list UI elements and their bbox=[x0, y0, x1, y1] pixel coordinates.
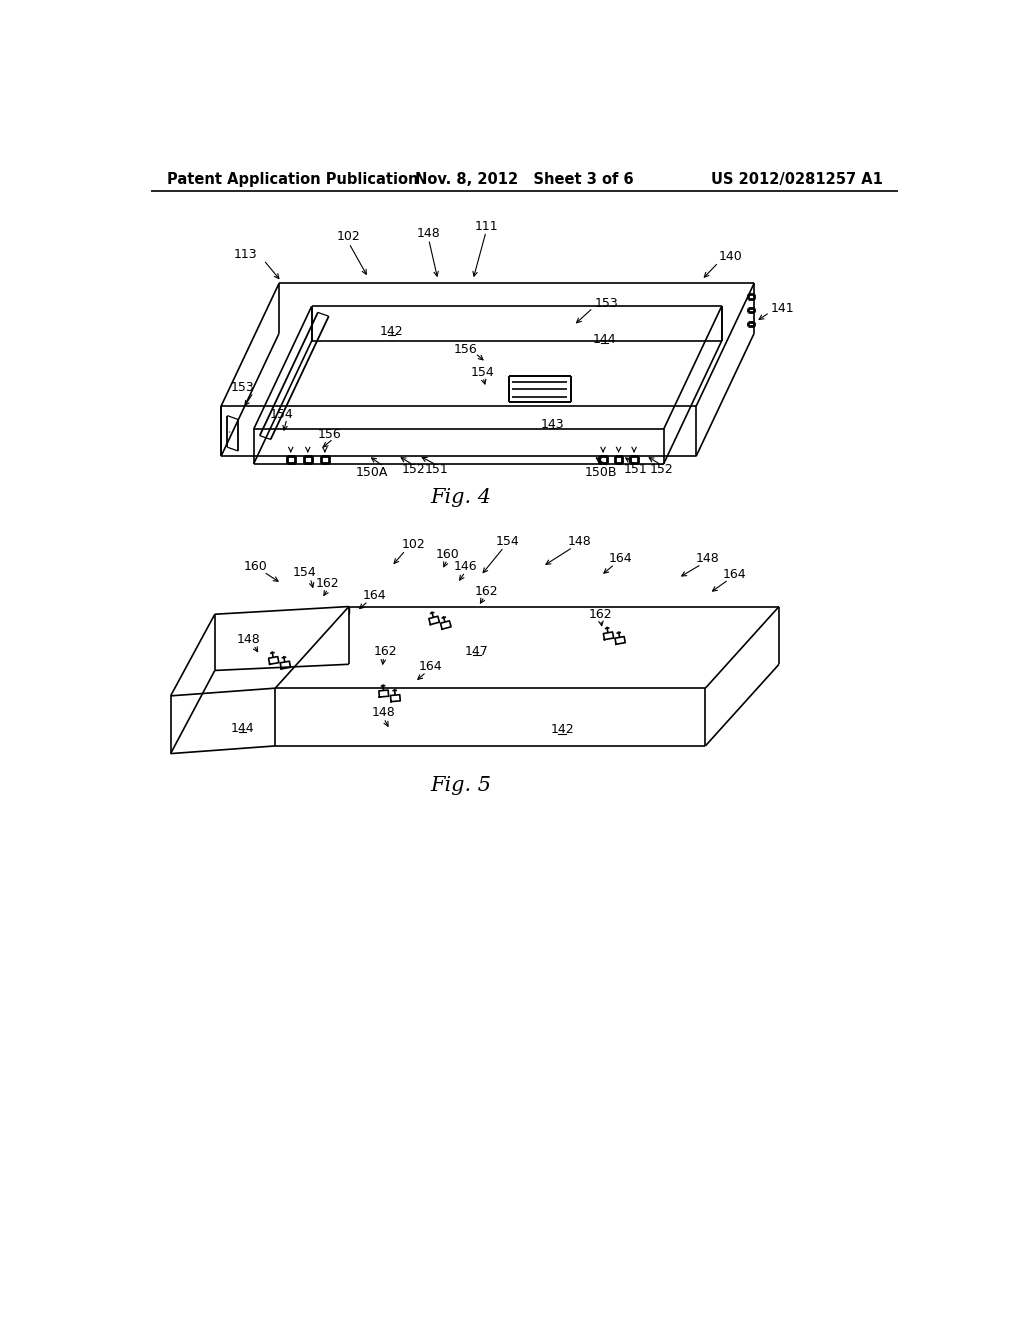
Text: 164: 164 bbox=[608, 552, 632, 565]
Text: 152: 152 bbox=[401, 463, 425, 477]
Text: 150B: 150B bbox=[585, 466, 617, 479]
Text: 147: 147 bbox=[465, 644, 488, 657]
Text: 111: 111 bbox=[474, 219, 498, 232]
Text: Patent Application Publication: Patent Application Publication bbox=[167, 173, 418, 187]
Text: 141: 141 bbox=[771, 302, 795, 315]
Text: 153: 153 bbox=[230, 381, 255, 395]
Text: 162: 162 bbox=[474, 585, 498, 598]
Text: 160: 160 bbox=[435, 548, 459, 561]
Text: 142: 142 bbox=[550, 723, 573, 737]
Text: 164: 164 bbox=[722, 568, 745, 581]
Text: 154: 154 bbox=[471, 366, 495, 379]
Text: 156: 156 bbox=[454, 343, 477, 356]
Text: 148: 148 bbox=[696, 552, 720, 565]
Text: 148: 148 bbox=[567, 536, 591, 548]
Text: 162: 162 bbox=[374, 644, 397, 657]
Text: 146: 146 bbox=[454, 560, 477, 573]
Text: 148: 148 bbox=[417, 227, 440, 240]
Text: 153: 153 bbox=[595, 297, 618, 310]
Text: 150A: 150A bbox=[356, 466, 388, 479]
Text: 162: 162 bbox=[589, 607, 612, 620]
Text: 162: 162 bbox=[316, 577, 340, 590]
Text: 144: 144 bbox=[593, 333, 616, 346]
Text: 113: 113 bbox=[234, 248, 258, 261]
Text: 140: 140 bbox=[719, 251, 742, 264]
Text: 152: 152 bbox=[649, 463, 673, 477]
Text: 160: 160 bbox=[244, 560, 267, 573]
Text: 154: 154 bbox=[496, 536, 519, 548]
Text: Fig. 4: Fig. 4 bbox=[431, 487, 492, 507]
Text: 151: 151 bbox=[624, 463, 647, 477]
Text: 144: 144 bbox=[230, 722, 255, 735]
Text: 102: 102 bbox=[401, 539, 425, 552]
Text: 142: 142 bbox=[380, 325, 403, 338]
Text: 156: 156 bbox=[317, 428, 341, 441]
Text: 148: 148 bbox=[237, 634, 260, 647]
Text: Fig. 5: Fig. 5 bbox=[431, 776, 492, 796]
Text: 154: 154 bbox=[269, 408, 293, 421]
Text: 164: 164 bbox=[362, 589, 386, 602]
Text: 148: 148 bbox=[372, 706, 395, 719]
Text: 102: 102 bbox=[337, 231, 360, 243]
Text: US 2012/0281257 A1: US 2012/0281257 A1 bbox=[711, 173, 883, 187]
Text: 143: 143 bbox=[541, 417, 564, 430]
Text: 154: 154 bbox=[293, 566, 316, 579]
Text: 164: 164 bbox=[419, 660, 442, 673]
Text: 151: 151 bbox=[425, 463, 449, 477]
Text: Nov. 8, 2012   Sheet 3 of 6: Nov. 8, 2012 Sheet 3 of 6 bbox=[416, 173, 634, 187]
